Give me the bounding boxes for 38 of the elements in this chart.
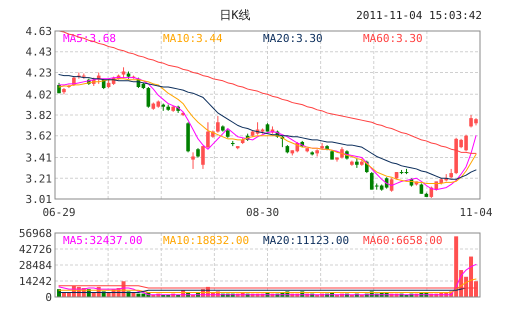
line-series (58, 264, 476, 296)
candlestick (122, 66, 126, 78)
candlestick (146, 86, 150, 108)
candlestick (420, 182, 424, 194)
y-tick-label: 4.23 (26, 66, 52, 80)
text: MA60:3.30 (363, 32, 423, 45)
text: MA10:3.44 (163, 32, 223, 45)
y-tick-label: 3.01 (26, 193, 52, 206)
y-tick-label: 3.62 (26, 130, 52, 143)
line-series (58, 30, 476, 154)
candlestick (355, 158, 359, 168)
y-tick-label: 28484 (18, 259, 52, 272)
y-tick-label: 56968 (18, 227, 52, 240)
y-tick-label: 14242 (18, 275, 52, 288)
candlestick (449, 168, 453, 179)
y-tick-label: 3.41 (26, 152, 52, 165)
x-tick-label: 11-04 (459, 206, 493, 219)
line-series (58, 278, 476, 294)
text: MA60:6658.00 (363, 234, 442, 247)
y-tick-label: 3.82 (26, 109, 52, 122)
candlestick (191, 152, 195, 170)
y-tick-label: 42726 (18, 243, 52, 256)
y-tick-label: 0 (45, 291, 52, 304)
chart-title: 日K线 (219, 8, 251, 22)
y-tick-label: 4.43 (26, 46, 52, 59)
candlestick (201, 146, 205, 170)
y-tick-label: 4.63 (26, 25, 52, 38)
text: MA20:11123.00 (263, 234, 350, 247)
candlestick (196, 148, 200, 158)
candlestick (216, 116, 220, 134)
text: MA5:32437.00 (63, 234, 142, 247)
text: 2011-11-04 15:03:42 (356, 9, 482, 22)
x-tick-label: 06-29 (42, 206, 76, 219)
text: MA20:3.30 (263, 32, 323, 45)
x-tick-label: 08-30 (246, 206, 280, 219)
text: MA10:18832.00 (163, 234, 250, 247)
y-tick-label: 4.02 (26, 88, 52, 102)
y-tick-label: 3.21 (26, 172, 52, 186)
